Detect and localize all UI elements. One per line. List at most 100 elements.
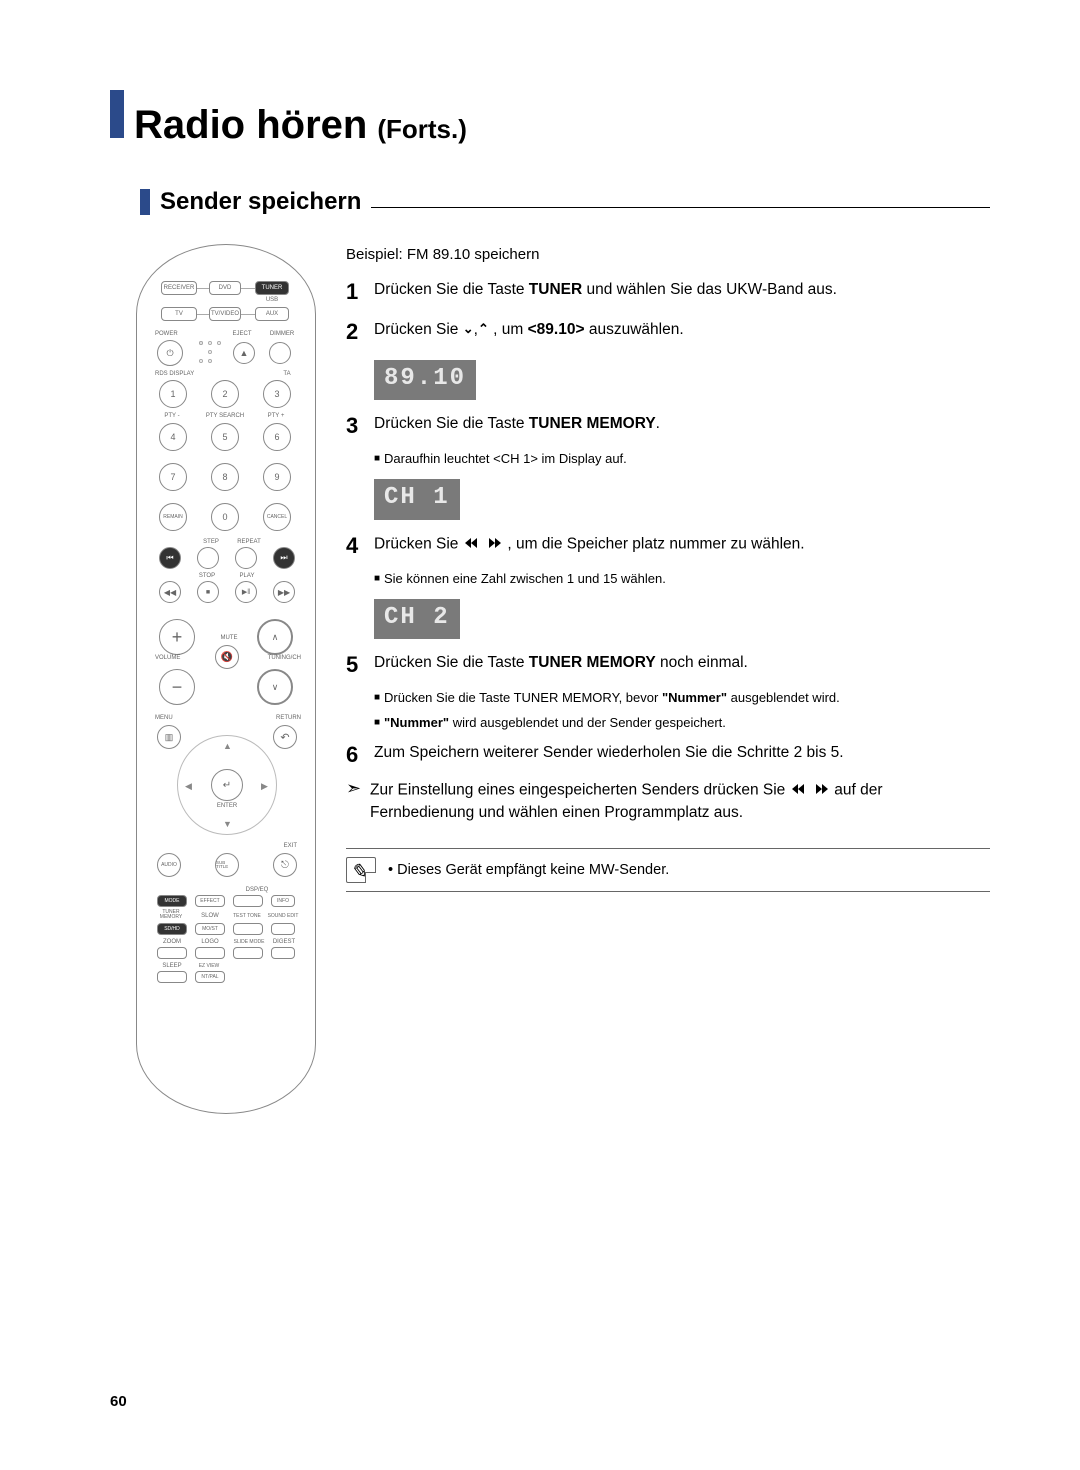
remote-ffwd-button: ▶▶ xyxy=(273,581,295,603)
remote-stop-button: ■ xyxy=(197,581,219,603)
step-body: Drücken Sie die Taste TUNER und wählen S… xyxy=(374,276,990,308)
remote-subtitle-button: SUB TITLE xyxy=(215,853,239,877)
remote-menu-label: MENU xyxy=(155,715,185,721)
skip-forward-icon xyxy=(812,779,830,801)
remote-digest-label: DIGEST xyxy=(269,939,299,945)
remote-key-0: 0 xyxy=(211,503,239,531)
remote-exit-button: ⎋ xyxy=(273,853,297,877)
remote-sleep-button xyxy=(157,971,187,983)
step-body: Drücken Sie , um die Speicher platz numm… xyxy=(374,530,990,562)
remote-cancel-button: CANCEL xyxy=(263,503,291,531)
tip-arrow-icon: ➣ xyxy=(346,779,370,824)
remote-receiver-button: RECEIVER xyxy=(161,281,197,295)
chevron-down-icon: ⌄ xyxy=(463,320,474,339)
step-number: 4 xyxy=(346,530,374,562)
remote-slidemode-label: SLIDE MODE xyxy=(227,939,271,945)
step-3: 3 Drücken Sie die Taste TUNER MEMORY. xyxy=(346,410,990,442)
remote-ta-label: TA xyxy=(277,371,297,377)
step-4: 4 Drücken Sie , um die Speicher platz nu… xyxy=(346,530,990,562)
remote-power-button: ⏻ xyxy=(157,340,183,366)
remote-tv-button: TV xyxy=(161,307,197,321)
remote-power-label: POWER xyxy=(155,331,189,337)
step-body: Drücken Sie die Taste TUNER MEMORY noch … xyxy=(374,649,990,681)
remote-ptyminus-label: PTY - xyxy=(157,413,187,419)
remote-zoom-label: ZOOM xyxy=(157,939,187,945)
remote-led-grid xyxy=(199,341,223,365)
remote-next-track-button: ⏭ xyxy=(273,547,295,569)
remote-rds-label: RDS DISPLAY xyxy=(155,371,205,377)
remote-key-3: 3 xyxy=(263,380,291,408)
sub-bullet: ■Sie können eine Zahl zwischen 1 und 15 … xyxy=(374,570,990,589)
skip-back-icon xyxy=(463,533,481,555)
remote-exit-label: EXIT xyxy=(273,843,297,849)
remote-play-label: PLAY xyxy=(233,573,261,579)
remote-ptyplus-label: PTY + xyxy=(261,413,291,419)
remote-prev-track-button: ⏮ xyxy=(159,547,181,569)
note-text: • Dieses Gerät empfängt keine MW-Sender. xyxy=(388,860,669,881)
page-number: 60 xyxy=(110,1393,127,1410)
remote-logo-label: LOGO xyxy=(195,939,225,945)
remote-play-button: ▶‖ xyxy=(235,581,257,603)
remote-tuner-button: TUNER xyxy=(255,281,289,295)
remote-rewind-button: ◀◀ xyxy=(159,581,181,603)
remote-tuning-up-button: ∧ xyxy=(257,619,293,655)
remote-digest-button xyxy=(271,947,295,959)
display-readout: CH 1 xyxy=(374,479,460,520)
skip-forward-icon xyxy=(485,533,503,555)
step-number: 2 xyxy=(346,316,374,348)
skip-back-icon xyxy=(790,779,808,801)
remote-eject-button: ▲ xyxy=(233,342,255,364)
remote-repeat-label: REPEAT xyxy=(233,539,265,545)
remote-step-label: STEP xyxy=(197,539,225,545)
remote-sdhd-button: SD/HD xyxy=(157,923,187,935)
note-box: ✎ • Dieses Gerät empfängt keine MW-Sende… xyxy=(346,848,990,892)
step-number: 3 xyxy=(346,410,374,442)
remote-soundedit-label: SOUND EDIT xyxy=(265,913,301,919)
remote-tuning-label: TUNING/CH xyxy=(251,655,301,661)
step-number: 1 xyxy=(346,276,374,308)
remote-key-5: 5 xyxy=(211,423,239,451)
remote-tunermem-label: TUNER MEMORY xyxy=(153,910,189,920)
remote-audio-button: AUDIO xyxy=(157,853,181,877)
display-readout: 89.10 xyxy=(374,360,476,401)
chevron-up-icon: ⌃ xyxy=(478,320,489,339)
section-rule xyxy=(371,196,990,208)
page-title-suffix: (Forts.) xyxy=(377,114,467,145)
sub-bullet: ■Daraufhin leuchtet <CH 1> im Display au… xyxy=(374,450,990,469)
remote-tuning-down-button: ∨ xyxy=(257,669,293,705)
step-body: Zum Speichern weiterer Sender wiederhole… xyxy=(374,739,990,771)
remote-key-1: 1 xyxy=(159,380,187,408)
step-number: 6 xyxy=(346,739,374,771)
remote-zoom-button xyxy=(157,947,187,959)
remote-enter-label: ENTER xyxy=(211,803,243,809)
remote-return-label: RETURN xyxy=(267,715,301,721)
remote-mode-button: MODE xyxy=(157,895,187,907)
remote-dimmer-label: DIMMER xyxy=(265,331,299,337)
remote-aux-button: AUX xyxy=(255,307,289,321)
remote-usb-label: USB xyxy=(255,297,289,303)
step-body: Drücken Sie die Taste TUNER MEMORY. xyxy=(374,410,990,442)
remote-dspeq-label: DSP/EQ xyxy=(241,887,273,893)
remote-repeat-button xyxy=(235,547,257,569)
remote-dvd-button: DVD xyxy=(209,281,241,295)
instructions-column: Beispiel: FM 89.10 speichern 1 Drücken S… xyxy=(346,244,990,892)
remote-soundedit-button xyxy=(271,923,295,935)
remote-key-7: 7 xyxy=(159,463,187,491)
step-number: 5 xyxy=(346,649,374,681)
remote-enter-button: ↵ xyxy=(211,769,243,801)
remote-ezview-label: EZ VIEW xyxy=(191,963,227,969)
remote-slidemode-button xyxy=(233,947,263,959)
display-readout: CH 2 xyxy=(374,599,460,640)
remote-dspeq-button xyxy=(233,895,263,907)
step-1: 1 Drücken Sie die Taste TUNER und wählen… xyxy=(346,276,990,308)
remote-dimmer-button xyxy=(269,342,291,364)
step-2: 2 Drücken Sie ⌄,⌃ , um <89.10> auszuwähl… xyxy=(346,316,990,348)
title-accent-bar xyxy=(110,90,124,138)
step-5: 5 Drücken Sie die Taste TUNER MEMORY noc… xyxy=(346,649,990,681)
remote-key-8: 8 xyxy=(211,463,239,491)
remote-ntpal-button: NT/PAL xyxy=(195,971,225,983)
page-title-row: Radio hören (Forts.) xyxy=(110,90,990,148)
remote-mute-button: 🔇 xyxy=(215,645,239,669)
sub-bullet: ■"Nummer" wird ausgeblendet und der Send… xyxy=(374,714,990,733)
tip-row: ➣ Zur Einstellung eines eingespeicherten… xyxy=(346,779,990,824)
